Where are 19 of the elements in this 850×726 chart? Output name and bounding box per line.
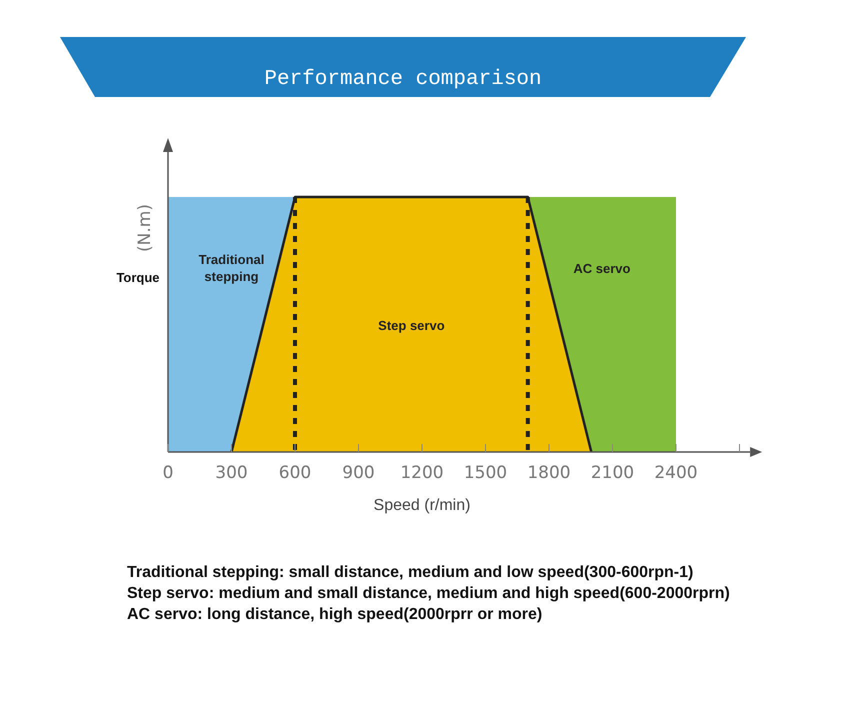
x-axis-title: Speed (r/min) [374, 497, 470, 514]
text: Step servo: medium and small distance, medium and high speed(600-2000rprn) [127, 585, 730, 602]
series-label: Step servo [378, 318, 445, 333]
text: Traditional stepping: small distance, medium and low speed(300-600rpn-1) [127, 564, 694, 581]
series-label: AC servo [573, 261, 631, 276]
chart-title: Performance comparison [264, 68, 542, 91]
x-tick-label: 2100 [590, 463, 634, 483]
x-tick-label: 900 [342, 463, 375, 483]
x-tick-label: 300 [215, 463, 248, 483]
x-tick-label: 600 [278, 463, 312, 483]
series-label: Traditional stepping [198, 252, 264, 284]
x-tick-label: 1200 [400, 463, 444, 483]
text: AC servo: long distance, high speed(2000rprr or more) [127, 606, 542, 623]
x-tick-label: 1800 [527, 463, 571, 483]
y-axis-title: (N.m) [135, 204, 155, 252]
x-tick-label: 0 [162, 463, 174, 483]
x-tick-label: 1500 [464, 463, 508, 483]
x-tick-label: 2400 [654, 463, 698, 483]
text: Torque [116, 270, 160, 285]
